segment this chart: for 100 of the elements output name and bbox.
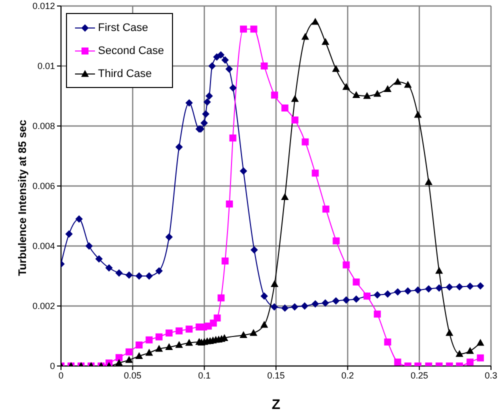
point [456, 350, 463, 357]
point [250, 246, 258, 254]
point [394, 78, 402, 85]
point [222, 56, 229, 64]
point [476, 354, 484, 362]
x-tick-label: 0.1 [198, 370, 211, 380]
point [270, 303, 278, 310]
point [226, 200, 233, 208]
point [384, 290, 392, 298]
point [271, 280, 278, 287]
point [281, 304, 288, 312]
point [281, 194, 288, 200]
point [176, 342, 183, 348]
point [260, 62, 268, 70]
point [156, 345, 163, 352]
point [322, 300, 329, 306]
point [186, 339, 193, 346]
point [136, 272, 143, 280]
y-tick-label: 0.004 [32, 241, 55, 252]
point [204, 98, 211, 106]
point [226, 66, 233, 72]
point [229, 134, 236, 142]
y-tick-label: 0 [50, 361, 55, 372]
point [136, 342, 143, 348]
point [116, 354, 123, 362]
point [116, 360, 123, 366]
point [414, 286, 422, 294]
point [206, 92, 213, 100]
point [126, 348, 133, 356]
point [218, 294, 225, 302]
point [425, 285, 432, 292]
y-axis-title: Turbulence Intensity at 85 sec [16, 120, 29, 276]
point [166, 234, 173, 240]
point [312, 300, 319, 308]
point [186, 99, 193, 106]
point [342, 84, 350, 90]
point [302, 138, 309, 146]
point [446, 284, 453, 291]
point [156, 333, 163, 340]
legend-label: First Case [98, 22, 148, 34]
point [208, 62, 216, 70]
point [186, 326, 193, 333]
point [146, 272, 153, 280]
point [352, 278, 360, 286]
y-tick-label: 0.008 [32, 121, 55, 132]
point [240, 168, 247, 174]
point [342, 296, 350, 304]
x-tick-label: 0.05 [124, 370, 142, 380]
point [95, 255, 102, 262]
point [374, 90, 381, 97]
x-tick-label: 0.2 [341, 370, 354, 380]
point [352, 296, 360, 303]
point [136, 352, 143, 359]
point [146, 349, 153, 356]
point [166, 330, 173, 336]
point [217, 51, 224, 58]
point [312, 170, 319, 177]
x-tick-label: 0.15 [267, 370, 285, 380]
point [126, 272, 133, 279]
point [322, 206, 330, 213]
x-tick-label: 0.25 [410, 370, 428, 380]
point [86, 242, 93, 250]
point [291, 96, 298, 102]
point [414, 111, 422, 118]
point [260, 292, 268, 300]
point [332, 237, 340, 244]
point [202, 110, 210, 118]
point [466, 358, 474, 366]
legend-label: Second Case [98, 44, 164, 56]
point [66, 230, 73, 238]
x-tick-label: 0.3 [484, 370, 498, 380]
y-tick-label: 0.002 [32, 301, 55, 312]
point [166, 344, 173, 350]
point [281, 104, 288, 112]
point [200, 120, 208, 126]
point [176, 327, 183, 334]
point [312, 18, 319, 25]
point [332, 297, 340, 304]
point [302, 33, 309, 40]
point [76, 216, 83, 222]
point [291, 303, 298, 310]
point [456, 283, 463, 290]
point [156, 267, 163, 274]
point [106, 264, 113, 272]
point [436, 267, 443, 274]
point [466, 348, 474, 354]
point [214, 314, 221, 322]
point [146, 336, 153, 344]
point [466, 282, 474, 290]
point [374, 310, 381, 318]
point [250, 26, 258, 33]
x-tick-label: 0 [58, 370, 64, 380]
point [394, 288, 402, 296]
point [260, 321, 268, 328]
point [394, 358, 402, 366]
point [240, 332, 247, 338]
point [384, 86, 392, 92]
point [240, 26, 247, 33]
point [404, 81, 412, 88]
point [342, 261, 350, 268]
